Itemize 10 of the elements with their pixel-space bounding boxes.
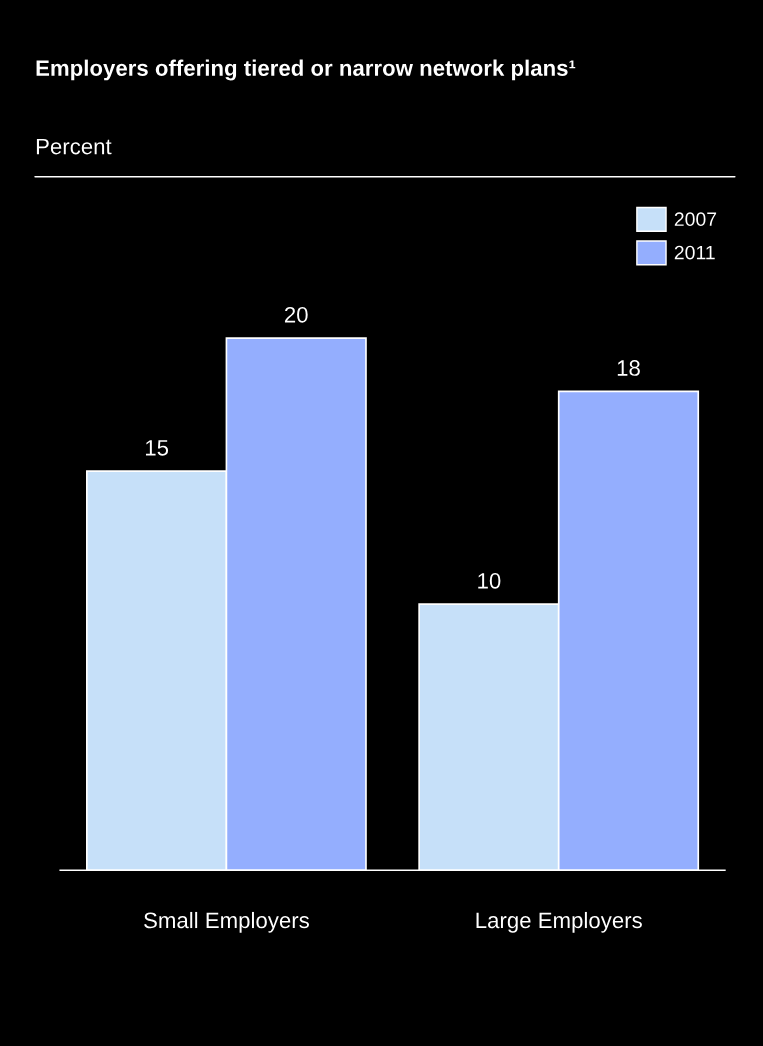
x-tick-label: Large Employers: [476, 911, 642, 933]
data-label: 20: [284, 306, 308, 323]
legend-label: 2007: [674, 212, 717, 227]
data-label: 15: [145, 440, 169, 456]
data-label: 10: [478, 572, 501, 589]
legend-label: 2011: [674, 245, 715, 260]
x-tick-label: Small Employers: [144, 911, 309, 933]
chart-subtitle: Percent: [36, 138, 112, 155]
data-label: 18: [617, 360, 640, 376]
chart-title: Employers offering tiered or narrow network plans¹: [36, 59, 576, 81]
